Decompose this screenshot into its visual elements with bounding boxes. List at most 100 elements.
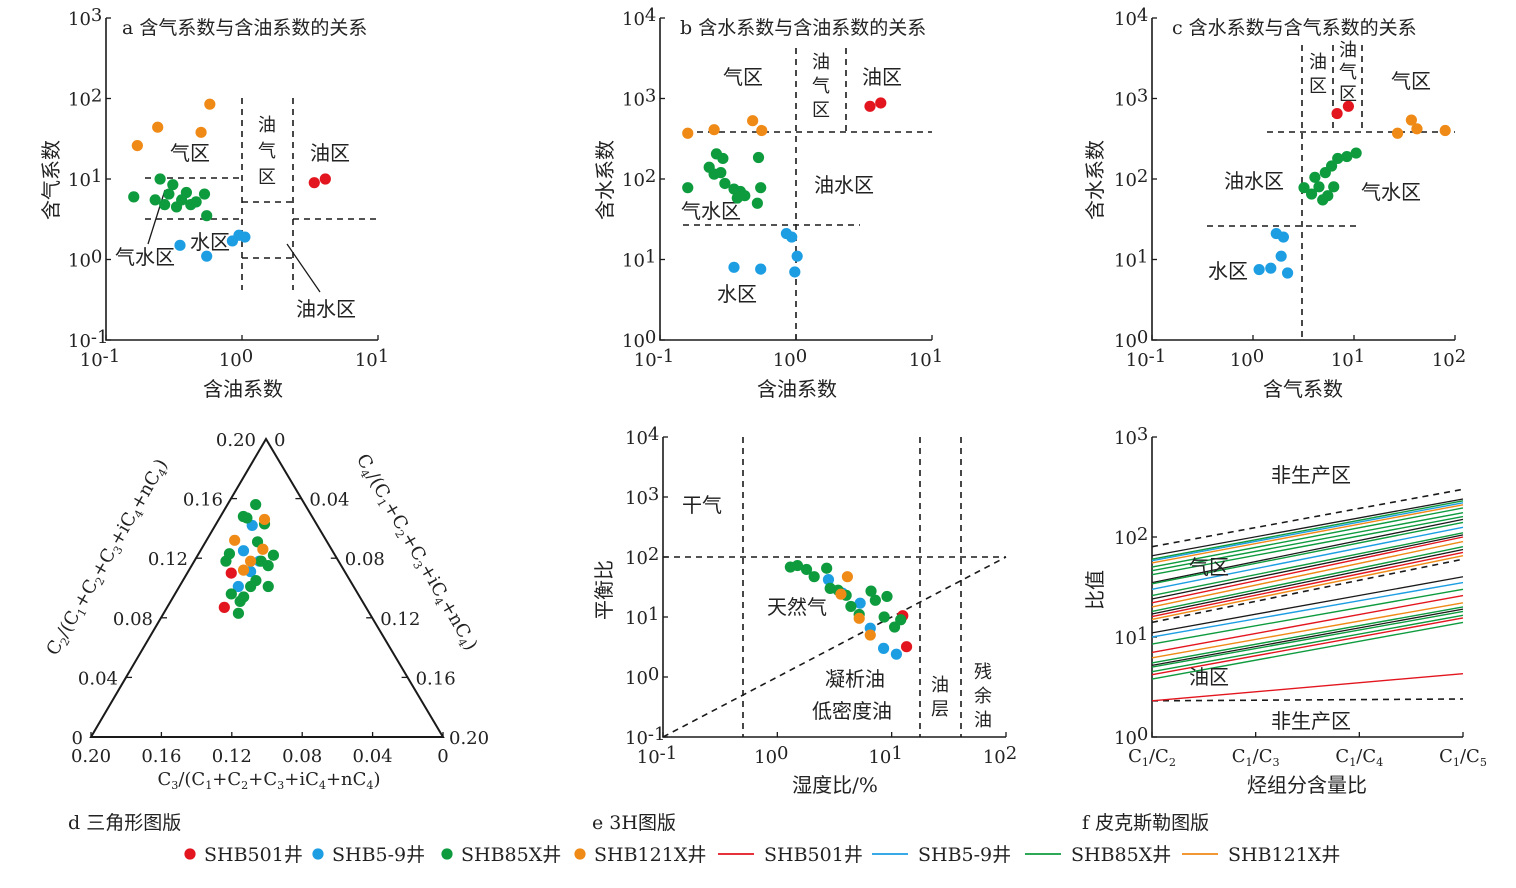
region-label-b: 油水区 <box>814 173 874 197</box>
callout-a <box>147 189 166 245</box>
data-point-shb5-9 <box>1275 250 1287 262</box>
series-line-dark <box>1151 608 1464 667</box>
region-label-b-char: 气 <box>812 76 830 97</box>
data-point-shb501 <box>319 173 331 185</box>
region-label-e: 天然气 <box>767 595 827 619</box>
data-point-shb85x <box>167 179 179 191</box>
data-point-shb85x <box>895 614 907 626</box>
data-point-shb501 <box>864 100 876 112</box>
y-tick-label-a: 100 <box>68 247 102 272</box>
data-point-shb5-9 <box>786 231 798 243</box>
region-label-c-char: 区 <box>1309 76 1327 97</box>
region-label-c: 气区 <box>1391 69 1431 93</box>
series-line-shb5-9 <box>1151 502 1464 562</box>
caption-d: d 三角形图版 <box>68 812 182 834</box>
x-axis-label-d: C3/(C1+C2+C3+iC4+nC4) <box>157 769 380 792</box>
series-line-shb501 <box>1151 536 1464 604</box>
chart-title-c: c 含水系数与含气系数的关系 <box>1172 17 1417 39</box>
x-tick-label-e: 10-1 <box>637 743 677 768</box>
data-point-shb121x <box>258 513 271 526</box>
x-tick-label-c: 10-1 <box>1126 346 1166 371</box>
region-label-c-char: 油 <box>1339 40 1357 61</box>
region-label-e: 低密度油 <box>812 699 892 723</box>
tri-bottom-tick-label: 0.12 <box>212 746 252 767</box>
x-tick-label-a: 10-1 <box>80 346 120 371</box>
region-label-e-char: 余 <box>974 686 992 707</box>
data-point-shb85x <box>149 194 161 206</box>
x-tick-label-c: 100 <box>1230 346 1264 371</box>
series-line-shb85x <box>1151 521 1464 585</box>
series-line-shb85x <box>1151 621 1464 680</box>
data-point-shb85x <box>878 611 890 623</box>
data-point-shb121x <box>229 534 241 546</box>
data-point-shb85x <box>190 196 202 208</box>
y-tick-label-f: 101 <box>1114 624 1148 649</box>
tri-left-tick-label: 0.04 <box>78 668 118 689</box>
legend-label: SHB85X井 <box>461 844 561 866</box>
x-tick-label-f: C1/C2 <box>1128 746 1176 769</box>
data-point-shb85x <box>865 585 877 597</box>
data-point-shb85x <box>715 167 727 179</box>
series-line-shb85x <box>1151 507 1464 568</box>
legend-marker-shb501 <box>184 848 196 860</box>
tri-left-tick-label: 0.12 <box>148 549 188 570</box>
y-tick-label-e: 10-1 <box>625 724 665 749</box>
data-point-shb85x <box>881 590 893 603</box>
region-label-f: 油区 <box>1189 665 1229 689</box>
data-point-shb501 <box>1342 100 1354 112</box>
data-point-shb121x <box>195 126 207 138</box>
x-tick-label-e: 101 <box>868 743 902 768</box>
data-point-shb85x <box>755 182 767 194</box>
region-label-f: 非生产区 <box>1271 463 1351 487</box>
region-label-a: 气水区 <box>115 245 175 269</box>
y-tick-label-b: 101 <box>622 247 656 272</box>
x-tick-label-b: 101 <box>909 346 943 371</box>
y-tick-label-b: 103 <box>622 86 656 111</box>
caption-f: f 皮克斯勒图版 <box>1082 812 1210 834</box>
data-point-shb85x <box>128 191 140 203</box>
y-tick-label-e: 103 <box>625 484 659 509</box>
series-line-shb121x <box>1151 555 1464 621</box>
data-point-shb121x <box>864 629 876 641</box>
legend-label: SHB121X井 <box>1228 844 1340 866</box>
series-line-shb85x <box>1151 610 1464 668</box>
data-point-shb121x <box>841 571 853 583</box>
x-tick-label-e: 100 <box>754 743 788 768</box>
legend-label: SHB501井 <box>764 844 863 866</box>
x-axis-label-f: 烃组分含量比 <box>1247 773 1367 797</box>
data-point-shb121x <box>131 139 143 152</box>
y-tick-label-c: 103 <box>1114 86 1148 111</box>
data-point-shb5-9 <box>1281 267 1294 279</box>
series-line-shb121x <box>1151 602 1464 659</box>
series-line-shb501 <box>1151 551 1464 618</box>
legend-label: SHB501井 <box>204 844 303 866</box>
data-point-shb85x <box>1325 160 1338 172</box>
data-point-shb5-9 <box>201 250 213 262</box>
region-label-a-char: 区 <box>258 167 276 188</box>
data-point-shb85x <box>682 182 694 194</box>
region-label-b: 水区 <box>717 282 757 306</box>
data-point-shb121x <box>1411 123 1423 135</box>
data-point-shb5-9 <box>728 261 740 273</box>
data-point-shb85x <box>159 199 171 211</box>
region-label-e-char: 油 <box>931 675 949 696</box>
x-tick-label-b: 10-1 <box>634 346 674 371</box>
y-tick-label-e: 102 <box>625 544 659 569</box>
callout-a <box>286 243 321 293</box>
series-line-dark <box>1151 548 1464 615</box>
data-point-shb85x <box>1309 171 1321 183</box>
tri-right-tick-label: 0.16 <box>416 668 456 689</box>
boundary-f <box>1151 488 1464 548</box>
data-point-shb85x <box>250 498 262 511</box>
series-line-dark <box>1151 518 1464 584</box>
y-axis-label-b: 含水系数 <box>593 140 617 220</box>
series-line-shb5-9 <box>1151 581 1464 638</box>
x-tick-label-c: 101 <box>1331 346 1365 371</box>
triangle-frame <box>89 437 445 738</box>
tri-bottom-tick-label: 0.16 <box>141 746 181 767</box>
data-point-shb85x <box>888 621 901 633</box>
series-line-dark <box>1151 534 1464 600</box>
x-tick-label-f: C1/C4 <box>1335 746 1383 769</box>
